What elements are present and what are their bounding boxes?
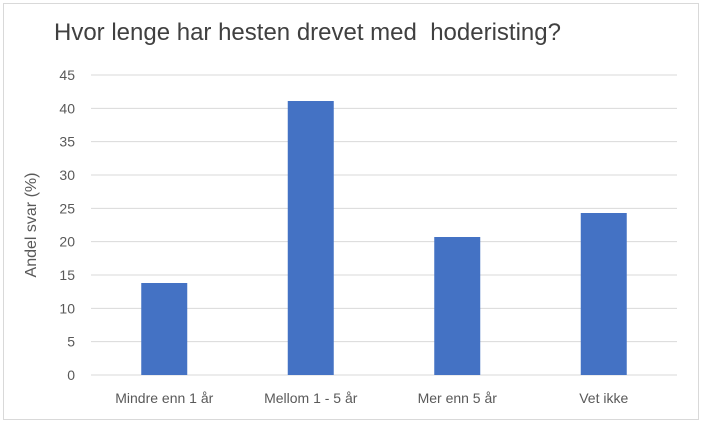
y-tick-label: 0	[67, 367, 75, 383]
x-tick-label: Vet ikke	[579, 390, 628, 406]
y-tick-label: 15	[59, 267, 75, 283]
x-tick-label: Mellom 1 - 5 år	[264, 390, 358, 406]
y-tick-label: 5	[67, 334, 75, 350]
y-tick-label: 25	[59, 200, 75, 216]
x-axis-ticks: Mindre enn 1 år Mellom 1 - 5 år Mer enn 5 …	[115, 390, 628, 406]
bar	[141, 283, 188, 375]
bar	[580, 213, 627, 375]
bars	[141, 101, 627, 375]
y-tick-label: 35	[59, 134, 75, 150]
y-tick-label: 45	[59, 67, 75, 83]
y-tick-label: 10	[59, 300, 75, 316]
bar	[287, 101, 334, 375]
y-tick-label: 20	[59, 234, 75, 250]
gridlines	[91, 74, 677, 376]
y-tick-label: 40	[59, 100, 75, 116]
x-tick-label: Mindre enn 1 år	[115, 390, 213, 406]
x-tick-label: Mer enn 5 år	[418, 390, 498, 406]
bar	[434, 237, 481, 375]
y-axis-label: Andel svar (%)	[23, 173, 40, 278]
y-tick-label: 30	[59, 167, 75, 183]
y-axis-ticks: 0 5 10 15 20 25 30 35 40 45	[59, 67, 75, 383]
chart-title: Hvor lenge har hesten drevet med hoderis…	[54, 19, 561, 46]
